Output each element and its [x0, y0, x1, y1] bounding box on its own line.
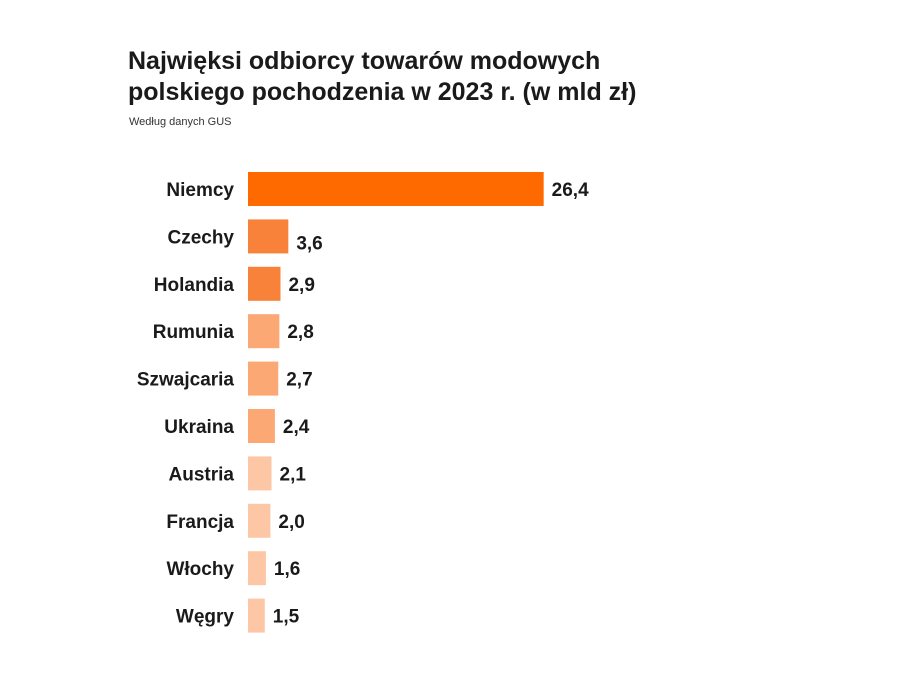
chart-subtitle: Według danych GUS [129, 116, 232, 128]
value-label: 3,6 [296, 233, 322, 254]
category-label: Francja [166, 512, 234, 533]
chart-title-line-2: polskiego pochodzenia w 2023 r. (w mld z… [128, 78, 637, 106]
category-label: Niemcy [166, 180, 234, 201]
bar [248, 503, 271, 538]
value-label: 2,1 [280, 464, 307, 485]
bar [248, 598, 265, 633]
bar [248, 361, 279, 396]
chart-title: Najwięksi odbiorcy towarów modowych pols… [128, 46, 728, 108]
value-label: 2,4 [283, 417, 310, 438]
category-label: Holandia [154, 275, 235, 296]
category-label: Włochy [166, 559, 234, 580]
value-label: 26,4 [552, 180, 589, 201]
category-label: Rumunia [153, 322, 235, 343]
bar [248, 409, 275, 443]
bar [248, 551, 266, 586]
value-label: 2,7 [286, 370, 312, 391]
category-label: Szwajcaria [137, 370, 235, 391]
category-label: Czechy [167, 227, 234, 248]
value-label: 2,9 [288, 275, 314, 296]
category-label: Węgry [176, 607, 235, 628]
chart-title-line-1: Najwięksi odbiorcy towarów modowych [128, 47, 601, 75]
value-label: 1,6 [274, 559, 300, 580]
bar [248, 219, 289, 254]
value-label: 2,8 [287, 322, 313, 343]
category-label: Austria [169, 464, 235, 485]
bar [248, 456, 272, 491]
bar [248, 172, 544, 206]
value-label: 1,5 [273, 607, 300, 628]
category-label: Ukraina [164, 417, 234, 438]
value-label: 2,0 [278, 512, 304, 533]
bar [248, 266, 281, 301]
bar [248, 314, 280, 349]
